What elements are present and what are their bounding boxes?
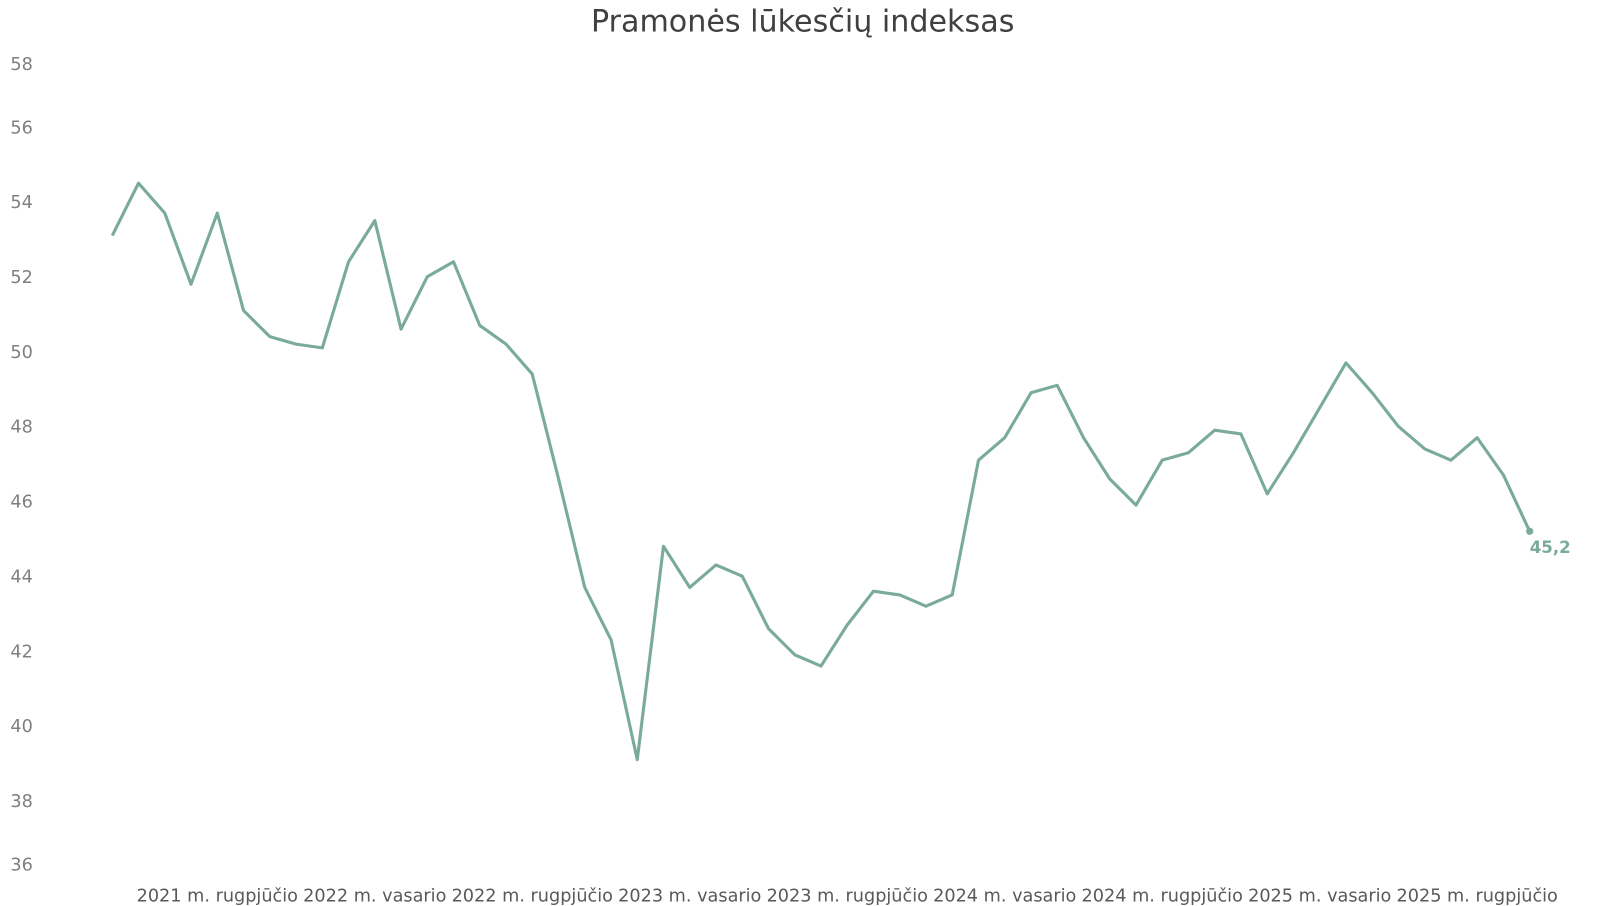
y-tick-label: 36 [10, 855, 32, 875]
y-tick-label: 50 [10, 343, 32, 363]
x-tick-label: 2022 m. vasario [303, 887, 446, 906]
y-axis: 36 38 40 42 44 46 48 50 52 54 56 58 [10, 55, 32, 876]
x-tick-label: 2023 m. vasario [618, 887, 761, 906]
y-tick-label: 56 [10, 118, 32, 138]
y-tick-label: 58 [10, 55, 32, 75]
end-marker-group: 45,2 [1526, 527, 1571, 557]
y-tick-label: 54 [10, 193, 32, 213]
x-tick-label: 2025 m. rugpjūčio [1397, 887, 1558, 906]
x-tick-label: 2021 m. rugpjūčio [137, 887, 298, 906]
x-tick-label: 2025 m. vasario [1248, 887, 1391, 906]
x-axis: 2021 m. rugpjūčio 2022 m. vasario 2022 m. … [137, 887, 1558, 906]
series-line [110, 181, 1532, 762]
x-tick-label: 2023 m. rugpjūčio [767, 887, 928, 906]
y-tick-label: 46 [10, 493, 32, 513]
data-point [1526, 527, 1534, 535]
y-tick-label: 38 [10, 792, 32, 812]
chart-title: Pramonės lūkesčių indeksas [591, 4, 1014, 39]
x-tick-label: 2024 m. vasario [933, 887, 1076, 906]
x-tick-label: 2024 m. rugpjūčio [1082, 887, 1243, 906]
y-tick-label: 44 [10, 567, 32, 587]
y-tick-label: 40 [10, 717, 32, 737]
x-tick-label: 2022 m. rugpjūčio [452, 887, 613, 906]
y-tick-label: 42 [10, 642, 32, 662]
last-value-label: 45,2 [1530, 538, 1571, 557]
y-tick-label: 48 [10, 418, 32, 438]
y-tick-label: 52 [10, 268, 32, 288]
